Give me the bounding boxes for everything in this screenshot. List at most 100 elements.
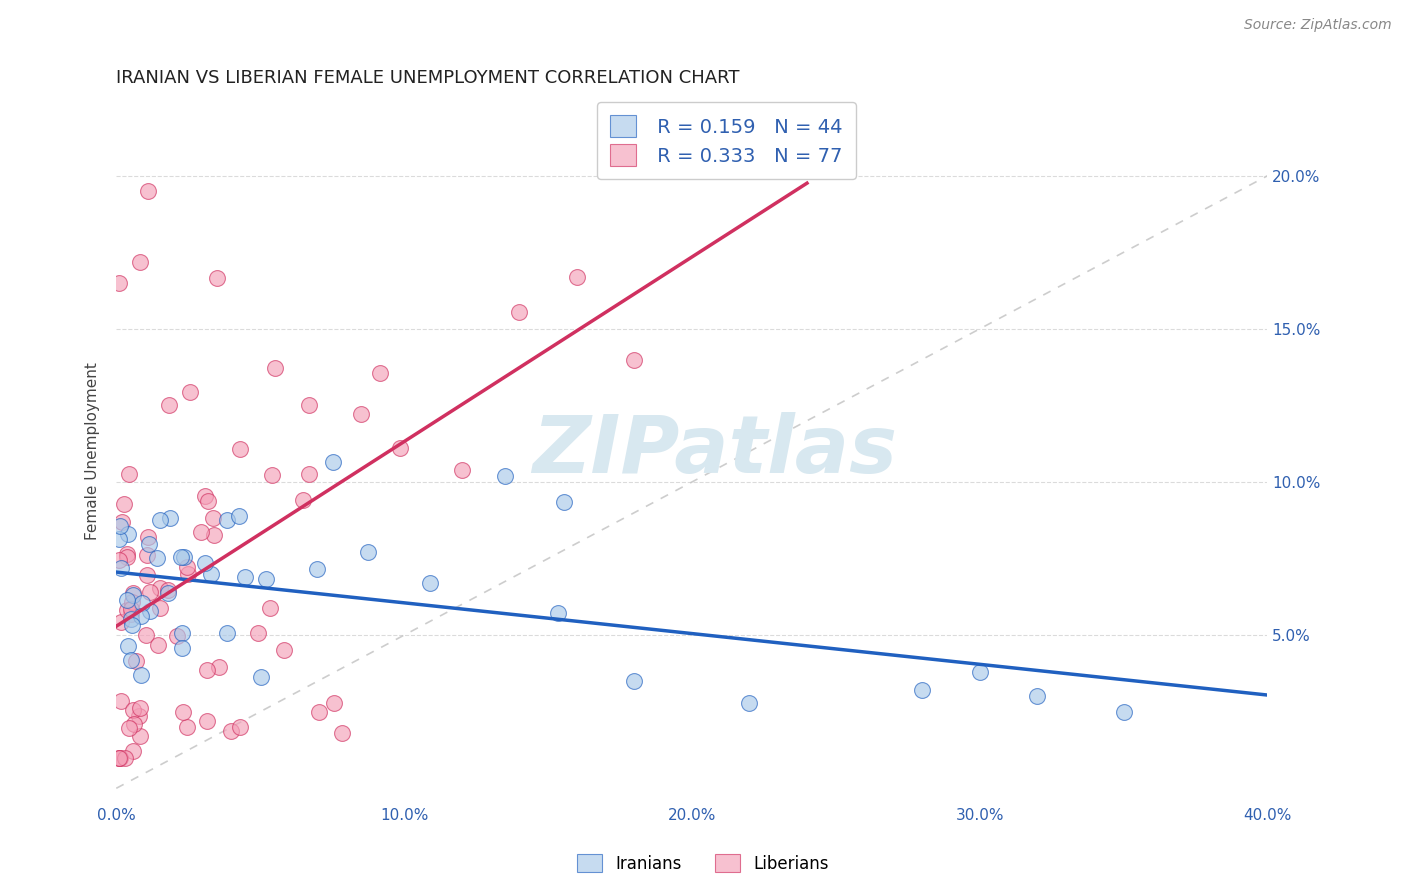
Point (117, 603, 139, 617)
Point (308, 705, 330, 719)
Point (138, 585, 160, 599)
Point (494, 469, 516, 483)
Text: Source: ZipAtlas.com: Source: ZipAtlas.com (1244, 18, 1392, 32)
Point (200, 566, 222, 581)
Point (128, 730, 150, 744)
Point (108, 519, 131, 533)
Point (1026, 690, 1049, 704)
Point (194, 556, 217, 570)
Point (146, 551, 169, 566)
Point (179, 384, 201, 399)
Point (108, 276, 131, 290)
Point (129, 254, 152, 268)
Point (246, 625, 269, 640)
Point (322, 696, 344, 710)
Point (136, 184, 159, 198)
Point (148, 638, 170, 652)
Point (118, 467, 141, 482)
Point (135, 628, 157, 642)
Point (112, 497, 135, 511)
Point (172, 706, 194, 720)
Point (121, 618, 143, 632)
Point (114, 750, 136, 764)
Point (508, 305, 530, 319)
Point (121, 703, 143, 717)
Point (157, 398, 180, 412)
Point (108, 532, 131, 546)
Point (229, 720, 252, 734)
Point (250, 670, 273, 684)
Point (136, 568, 159, 582)
Point (139, 604, 162, 618)
Point (149, 581, 172, 595)
Point (305, 562, 328, 576)
Point (136, 530, 159, 544)
Point (176, 566, 198, 581)
Point (233, 570, 256, 584)
Point (149, 601, 172, 615)
Point (108, 750, 131, 764)
Point (681, 153, 703, 168)
Point (118, 721, 141, 735)
Point (350, 407, 373, 421)
Point (273, 643, 295, 657)
Point (553, 495, 575, 509)
Point (117, 526, 139, 541)
Point (195, 714, 218, 728)
Point (623, 352, 645, 367)
Point (259, 601, 281, 615)
Point (202, 528, 225, 542)
Point (176, 560, 198, 574)
Point (208, 660, 231, 674)
Text: ZIPatlas: ZIPatlas (533, 412, 897, 491)
Point (173, 550, 195, 565)
Point (205, 271, 228, 285)
Point (110, 693, 132, 707)
Point (157, 586, 180, 600)
Point (623, 674, 645, 689)
Point (1112, 705, 1135, 719)
Point (157, 583, 180, 598)
Point (201, 510, 224, 524)
Point (117, 547, 139, 561)
Point (565, 269, 588, 284)
Point (330, 726, 353, 740)
Point (796, 153, 818, 168)
Point (215, 513, 238, 527)
Legend:  R = 0.159   N = 44,  R = 0.333   N = 77: R = 0.159 N = 44, R = 0.333 N = 77 (596, 102, 856, 179)
Point (195, 663, 218, 677)
Point (197, 494, 219, 508)
Point (129, 668, 152, 682)
Point (120, 607, 142, 622)
Point (215, 625, 238, 640)
Point (122, 717, 145, 731)
Point (131, 597, 153, 611)
Point (419, 576, 441, 591)
Point (122, 586, 145, 600)
Point (129, 701, 152, 715)
Point (322, 455, 344, 469)
Point (110, 615, 132, 629)
Point (450, 462, 472, 476)
Point (298, 467, 321, 481)
Point (120, 653, 142, 667)
Point (219, 724, 242, 739)
Point (911, 683, 934, 698)
Legend: Iranians, Liberians: Iranians, Liberians (571, 847, 835, 880)
Point (120, 602, 142, 616)
Point (166, 630, 188, 644)
Point (136, 549, 159, 563)
Y-axis label: Female Unemployment: Female Unemployment (86, 362, 100, 541)
Point (125, 654, 148, 668)
Point (138, 537, 160, 551)
Point (260, 467, 283, 482)
Point (108, 750, 131, 764)
Point (128, 709, 150, 723)
Point (228, 508, 250, 523)
Point (298, 398, 321, 412)
Point (194, 489, 217, 503)
Point (159, 510, 181, 524)
Point (738, 696, 761, 710)
Point (176, 720, 198, 734)
Point (264, 360, 287, 375)
